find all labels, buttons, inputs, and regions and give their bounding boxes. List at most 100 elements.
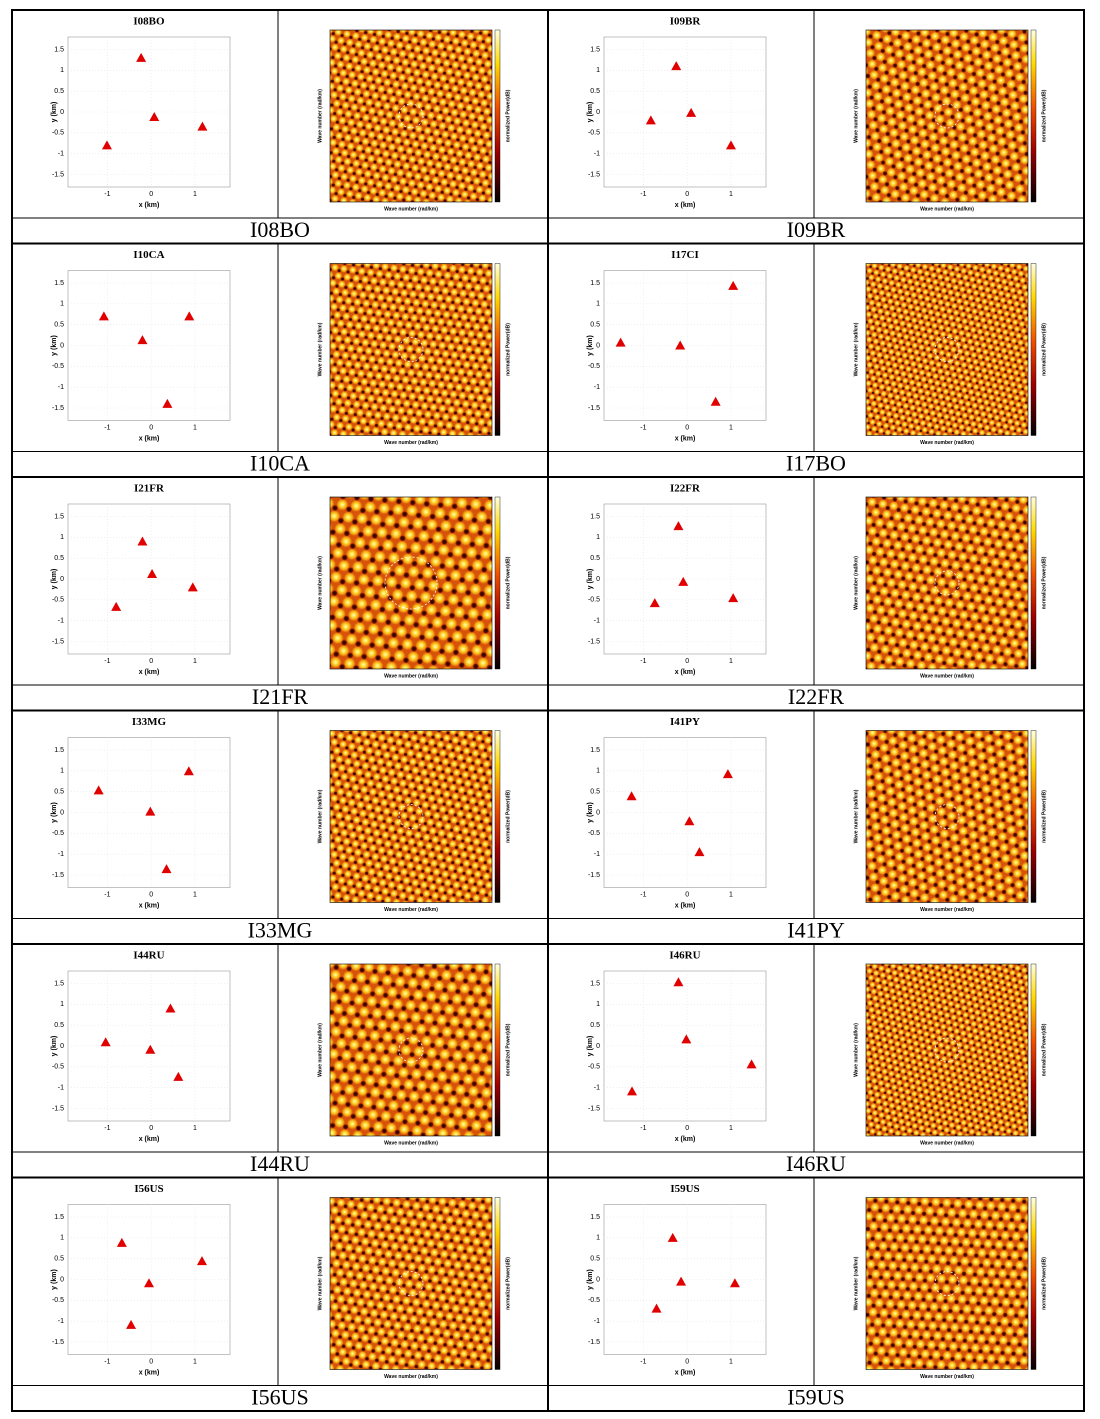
station-marker xyxy=(116,1237,127,1247)
x-axis-label: x (km) xyxy=(139,202,160,209)
x-tick-label: 0 xyxy=(685,191,689,198)
colorbar xyxy=(1030,963,1037,1137)
plot-title: I10CA xyxy=(133,249,164,261)
y-tick-label: 0.5 xyxy=(590,555,600,562)
station-marker xyxy=(694,847,705,857)
main-lobe-ring xyxy=(398,103,424,129)
station-marker xyxy=(686,107,697,117)
y-axis-label: y (km) xyxy=(51,1036,58,1057)
station-marker xyxy=(684,816,695,826)
response-x-label: Wave number (rad/km) xyxy=(920,440,974,446)
x-axis-label: x (km) xyxy=(139,1136,160,1143)
station-marker xyxy=(137,335,148,345)
x-tick-label: 1 xyxy=(729,191,733,198)
colorbar xyxy=(1030,29,1037,203)
x-tick-label: -1 xyxy=(104,424,110,431)
response-map xyxy=(329,263,493,436)
y-tick-label: 0 xyxy=(596,342,600,349)
y-tick-label: 1.5 xyxy=(54,46,64,53)
y-tick-label: 0.5 xyxy=(54,555,64,562)
x-tick-label: 1 xyxy=(729,424,733,431)
y-tick-label: -1 xyxy=(594,1318,600,1325)
y-tick-label: 1.5 xyxy=(590,1214,600,1221)
y-tick-label: 0.5 xyxy=(590,1022,600,1029)
y-tick-label: 1 xyxy=(60,67,64,74)
station-marker xyxy=(145,1044,156,1054)
y-tick-label: -0.5 xyxy=(52,1064,64,1071)
y-tick-label: 1.5 xyxy=(54,747,64,754)
main-lobe-ring xyxy=(934,1271,960,1296)
plot-title: I59US xyxy=(670,1183,699,1195)
response-y-label: Wave number (rad/km) xyxy=(853,789,859,843)
y-tick-label: -1 xyxy=(594,851,600,858)
y-tick-label: 1.5 xyxy=(54,980,64,987)
station-marker xyxy=(678,576,689,586)
y-axis-label: y (km) xyxy=(51,802,58,823)
caption: I17BO xyxy=(786,451,846,476)
station-marker xyxy=(681,1034,692,1044)
caption: I59US xyxy=(787,1385,844,1410)
station-marker xyxy=(101,140,112,150)
x-tick-label: -1 xyxy=(640,1358,646,1365)
response-x-label: Wave number (rad/km) xyxy=(384,907,438,913)
response-map xyxy=(865,730,1029,903)
station-marker xyxy=(173,1071,184,1081)
x-tick-label: 0 xyxy=(685,658,689,665)
caption: I10CA xyxy=(250,451,310,476)
colorbar-label: normalized Power(dB) xyxy=(505,1023,511,1076)
y-tick-label: 1.5 xyxy=(590,513,600,520)
x-tick-label: 0 xyxy=(149,191,153,198)
y-axis-label: y (km) xyxy=(587,569,594,590)
caption: I08BO xyxy=(250,217,310,242)
station-marker xyxy=(162,398,173,408)
station-marker xyxy=(673,977,684,987)
x-tick-label: -1 xyxy=(104,658,110,665)
y-tick-label: 0 xyxy=(60,1276,64,1283)
response-x-label: Wave number (rad/km) xyxy=(920,1140,974,1146)
response-map xyxy=(329,730,493,903)
plot-title: I56US xyxy=(134,1183,163,1195)
y-tick-label: -1.5 xyxy=(588,405,600,412)
caption: I22FR xyxy=(788,684,845,709)
station-marker xyxy=(722,769,733,779)
caption: I33MG xyxy=(248,918,313,943)
caption: I41PY xyxy=(787,918,845,943)
y-tick-label: -1 xyxy=(594,151,600,158)
response-map xyxy=(329,496,493,670)
y-tick-label: 1.5 xyxy=(590,46,600,53)
y-tick-label: 0.5 xyxy=(590,88,600,95)
y-axis-label: y (km) xyxy=(51,335,58,356)
y-tick-label: -0.5 xyxy=(52,830,64,837)
panel-cell xyxy=(547,1176,1085,1412)
main-lobe-ring xyxy=(384,556,438,610)
station-marker xyxy=(165,1003,176,1013)
y-tick-label: 1 xyxy=(60,1235,64,1242)
y-tick-label: 0.5 xyxy=(590,1256,600,1263)
station-marker xyxy=(615,337,626,347)
station-marker xyxy=(93,785,104,795)
x-axis-label: x (km) xyxy=(675,435,696,442)
colorbar-label: normalized Power(dB) xyxy=(1041,1257,1047,1310)
y-tick-label: 1.5 xyxy=(54,513,64,520)
y-tick-label: -0.5 xyxy=(588,597,600,604)
colorbar-label: normalized Power(dB) xyxy=(1041,323,1047,376)
y-axis-label: y (km) xyxy=(587,102,594,123)
y-tick-label: 0 xyxy=(596,809,600,816)
y-tick-label: -1.5 xyxy=(52,1339,64,1346)
colorbar xyxy=(494,263,501,436)
station-marker xyxy=(651,1303,662,1313)
station-marker xyxy=(137,536,148,546)
y-tick-label: 0 xyxy=(596,109,600,116)
x-tick-label: 0 xyxy=(149,891,153,898)
response-map xyxy=(329,29,493,203)
plot-title: I21FR xyxy=(134,483,165,495)
response-y-label: Wave number (rad/km) xyxy=(853,1256,859,1310)
colorbar-label: normalized Power(dB) xyxy=(1041,790,1047,843)
colorbar xyxy=(494,496,501,670)
main-lobe-ring xyxy=(398,337,424,362)
colorbar-label: normalized Power(dB) xyxy=(505,1257,511,1310)
response-y-label: Wave number (rad/km) xyxy=(317,89,323,143)
x-tick-label: -1 xyxy=(640,658,646,665)
y-tick-label: 0.5 xyxy=(54,789,64,796)
colorbar xyxy=(494,1197,501,1370)
